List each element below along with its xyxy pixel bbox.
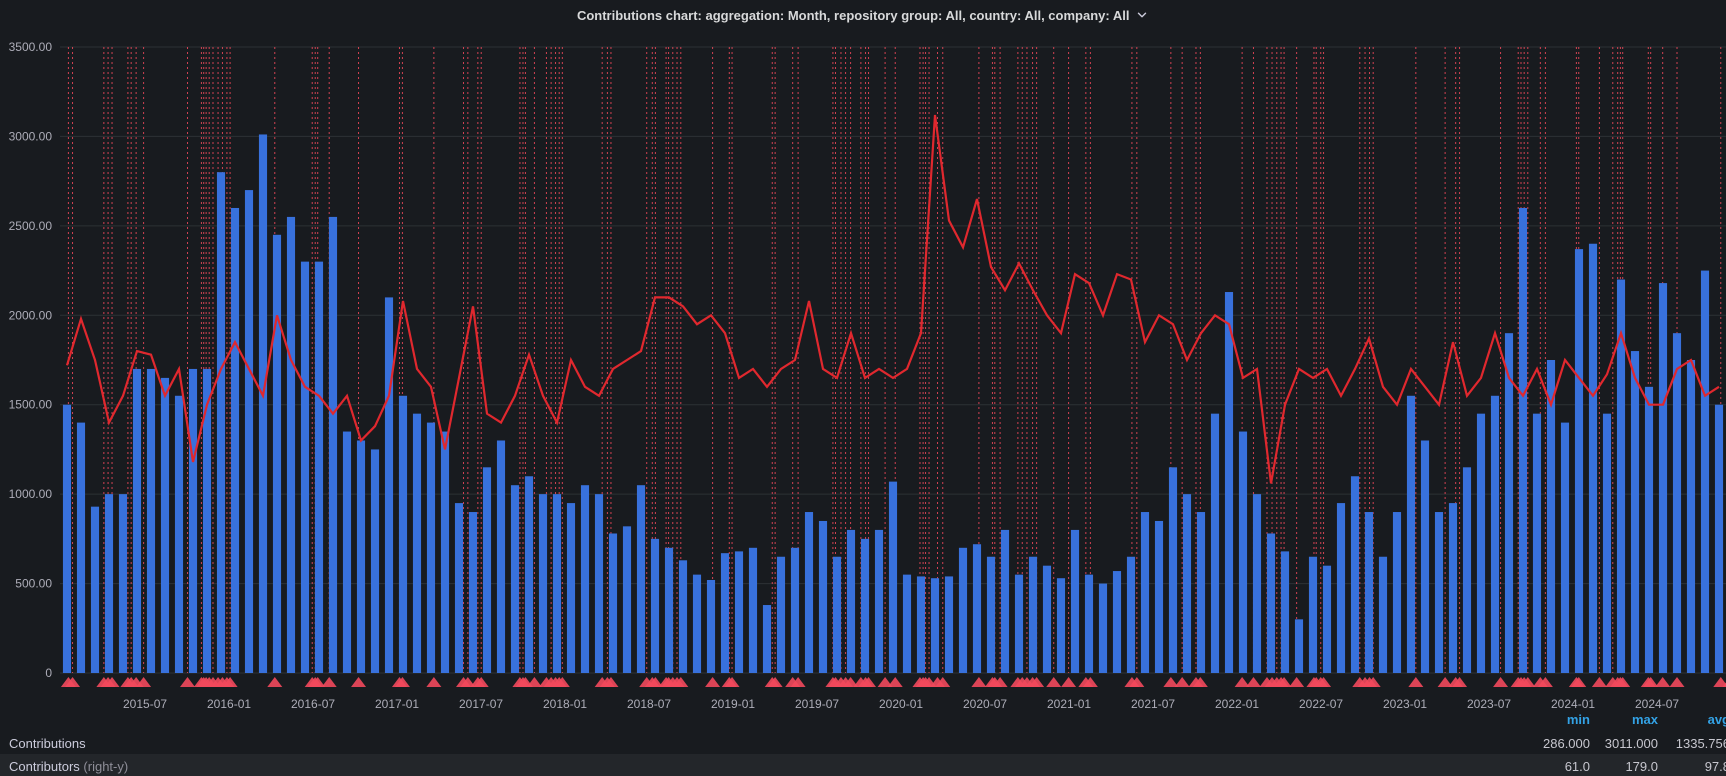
svg-text:1500.00: 1500.00 bbox=[9, 398, 53, 412]
svg-text:2500.00: 2500.00 bbox=[9, 219, 53, 233]
svg-text:1000.00: 1000.00 bbox=[9, 487, 53, 501]
svg-text:2000.00: 2000.00 bbox=[9, 308, 53, 322]
svg-text:3500.00: 3500.00 bbox=[9, 40, 53, 54]
svg-text:500.00: 500.00 bbox=[15, 577, 52, 591]
svg-text:0: 0 bbox=[45, 666, 52, 680]
svg-text:3000.00: 3000.00 bbox=[9, 129, 53, 143]
